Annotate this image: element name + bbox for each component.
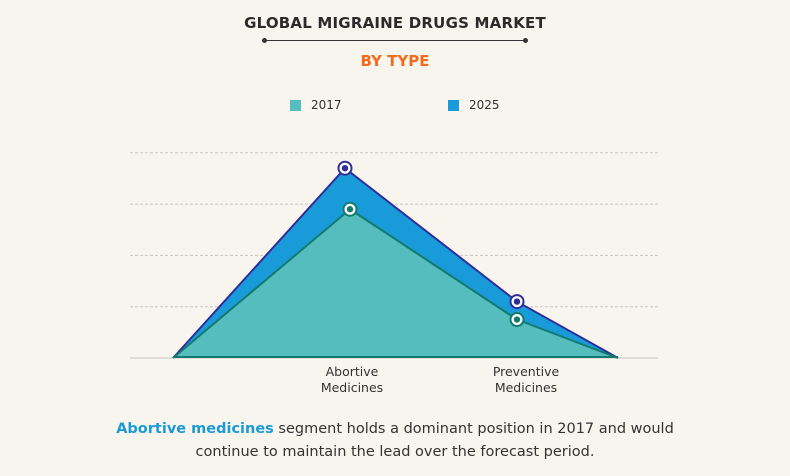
caption: Abortive medicines segment holds a domin… (0, 418, 790, 464)
chart-subtitle: BY TYPE (360, 52, 430, 70)
data-point-core-2025-1 (513, 298, 521, 305)
chart-title: GLOBAL MIGRAINE DRUGS MARKET (244, 14, 546, 32)
data-point-core-2025-0 (341, 164, 349, 172)
title-divider (262, 38, 528, 43)
legend-swatch-2025 (448, 99, 459, 111)
x-tick-label: Medicines (495, 380, 557, 395)
legend-swatch-2017 (290, 99, 301, 111)
data-point-core-2017-0 (346, 206, 354, 213)
legend-label-2025: 2025 (469, 98, 500, 112)
x-tick-label: Abortive (326, 364, 379, 379)
line-series-2017 (172, 207, 619, 359)
legend-item-2025: 2025 (448, 98, 500, 112)
line-series-2025 (172, 166, 619, 359)
caption-highlight: Abortive medicines (116, 421, 274, 437)
x-tick-label: Preventive (493, 364, 560, 379)
data-point-core-2017-1 (513, 316, 521, 323)
area-series-2017 (173, 209, 618, 358)
legend-item-2017: 2017 (290, 98, 342, 112)
caption-line2: continue to maintain the lead over the f… (195, 444, 595, 460)
legend-label-2017: 2017 (311, 98, 342, 112)
x-tick-label: Medicines (321, 380, 383, 395)
caption-line1: segment holds a dominant position in 201… (273, 421, 674, 437)
